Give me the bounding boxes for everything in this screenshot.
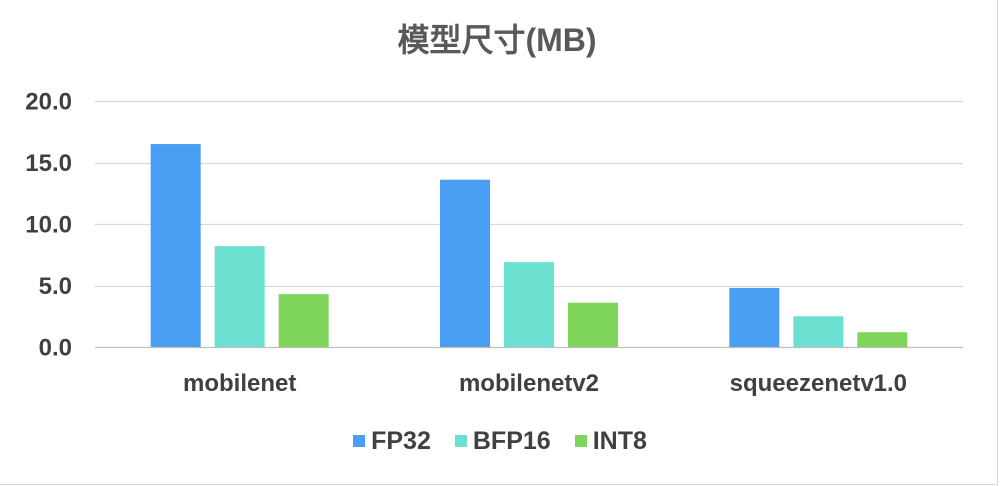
legend-marker-bfp16 [454,435,467,447]
legend-label-fp32: FP32 [371,426,431,455]
y-tick-label: 20.0 [25,89,72,116]
bar-fp32-squeezenetv1-0 [729,287,780,347]
legend-label-int8: INT8 [592,426,647,455]
legend-item-fp32: FP32 [353,427,431,456]
legend-marker-fp32 [353,435,366,447]
category-label-mobilenet: mobilenet [183,370,296,397]
bar-int8-squeezenetv1-0 [857,332,908,347]
category-label-mobilenetv2: mobilenetv2 [459,370,599,397]
legend-item-bfp16: BFP16 [454,426,551,456]
chart-title: 模型尺寸(MB) [397,22,597,58]
bar-int8-mobilenet [278,294,329,347]
legend-label-bfp16: BFP16 [472,426,551,455]
bar-fp32-mobilenetv2 [440,179,490,347]
legend: FP32 BFP16 INT8 [0,424,1000,458]
bar-bfp16-mobilenet [214,246,265,347]
y-tick-label: 5.0 [39,273,72,300]
legend-marker-int8 [574,435,587,447]
category-label-squeezenetv1-0: squeezenetv1.0 [730,370,907,397]
y-tick-label: 15.0 [25,150,72,177]
bar-bfp16-mobilenetv2 [504,262,554,347]
bar-fp32-mobilenet [150,144,201,347]
y-tick-label: 0.0 [39,335,72,362]
y-tick-label: 10.0 [25,212,72,239]
legend-item-int8: INT8 [574,426,647,456]
bar-bfp16-squeezenetv1-0 [793,316,844,347]
bar-int8-mobilenetv2 [568,302,618,347]
